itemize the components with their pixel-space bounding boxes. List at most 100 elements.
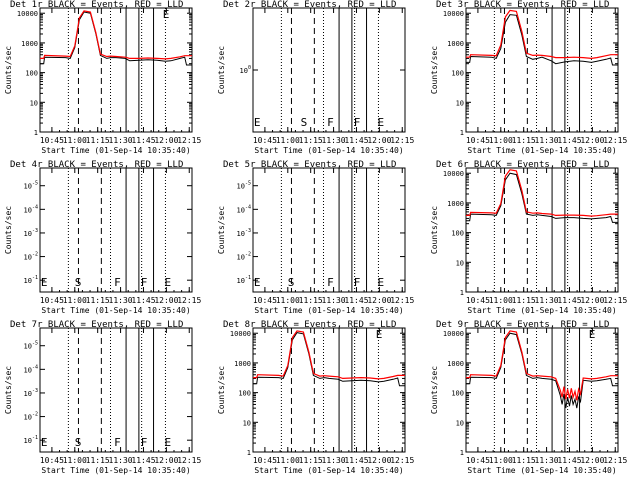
x-tick-label: 10:45 bbox=[40, 136, 64, 145]
x-tick-label: 11:15 bbox=[86, 136, 110, 145]
x-tick-label: 12:00 bbox=[154, 456, 178, 465]
axes-frame bbox=[252, 327, 406, 453]
y-tick-exponent: -2 bbox=[32, 412, 38, 418]
state-letter: F bbox=[114, 276, 121, 289]
state-letter: S bbox=[288, 276, 295, 289]
x-tick-label: 11:45 bbox=[557, 296, 581, 305]
x-tick-label: 12:15 bbox=[390, 136, 414, 145]
lld-series-line bbox=[466, 330, 618, 401]
x-tick-label: 12:15 bbox=[390, 456, 414, 465]
y-tick-label: 1 bbox=[460, 289, 464, 297]
y-tick-label: 10000 bbox=[443, 10, 464, 18]
detector-panel: Det 7r BLACK = Events, RED = LLD10:4511:… bbox=[4, 320, 201, 475]
panel-title: Det 8r BLACK = Events, RED = LLD bbox=[223, 320, 396, 330]
y-tick-label: 10-2 bbox=[24, 412, 38, 422]
x-tick-label: 10:45 bbox=[466, 136, 490, 145]
x-tick-label: 11:30 bbox=[109, 296, 133, 305]
x-tick-label: 12:00 bbox=[367, 456, 391, 465]
x-tick-label: 11:45 bbox=[557, 456, 581, 465]
x-tick-label: 10:45 bbox=[253, 456, 277, 465]
axes-frame bbox=[465, 327, 619, 453]
y-tick-exponent: -5 bbox=[32, 341, 38, 347]
axes-frame bbox=[39, 7, 193, 133]
x-tick-label: 12:00 bbox=[580, 296, 604, 305]
y-tick-label: 10-1 bbox=[24, 275, 38, 285]
x-tick-label: 12:15 bbox=[390, 296, 414, 305]
state-letter: E bbox=[378, 116, 385, 129]
y-tick-label: 10 bbox=[243, 419, 251, 427]
x-axis-label: Start Time (01-Sep-14 10:35:40) bbox=[41, 466, 190, 475]
x-tick-label: 11:00 bbox=[63, 456, 87, 465]
y-tick-label: 1000 bbox=[21, 40, 38, 48]
y-axis-label: Counts/sec bbox=[430, 206, 439, 254]
state-letter: E bbox=[254, 116, 261, 129]
y-tick-label: 1000 bbox=[234, 360, 251, 368]
y-tick-exponent: -2 bbox=[245, 252, 251, 258]
axes-frame bbox=[252, 7, 406, 133]
y-tick-label: 10 bbox=[30, 99, 38, 107]
panel-title: Det 6r BLACK = Events, RED = LLD bbox=[436, 160, 609, 170]
x-tick-label: 11:00 bbox=[63, 296, 87, 305]
y-tick-label: 100 bbox=[451, 230, 464, 238]
y-tick-label: 10 bbox=[456, 419, 464, 427]
x-tick-label: 12:15 bbox=[603, 296, 627, 305]
panel-title: Det 5r BLACK = Events, RED = LLD bbox=[223, 160, 396, 170]
y-tick-exponent: -1 bbox=[245, 275, 251, 281]
x-tick-label: 11:45 bbox=[131, 136, 155, 145]
x-tick-label: 12:00 bbox=[154, 136, 178, 145]
x-tick-label: 12:15 bbox=[603, 136, 627, 145]
panel-title: Det 4r BLACK = Events, RED = LLD bbox=[10, 160, 183, 170]
y-tick-label: 1000 bbox=[447, 360, 464, 368]
x-tick-label: 11:15 bbox=[299, 136, 323, 145]
x-tick-label: 11:15 bbox=[86, 296, 110, 305]
y-tick-exponent: -2 bbox=[32, 252, 38, 258]
x-tick-label: 11:30 bbox=[535, 456, 559, 465]
events-series-line bbox=[466, 332, 618, 409]
detector-panel: Det 6r BLACK = Events, RED = LLD10:4511:… bbox=[430, 160, 627, 315]
x-tick-label: 11:00 bbox=[276, 136, 300, 145]
axes-frame bbox=[39, 327, 193, 453]
detector-panel: Det 4r BLACK = Events, RED = LLD10:4511:… bbox=[4, 160, 201, 315]
panel-title: Det 9r BLACK = Events, RED = LLD bbox=[436, 320, 609, 330]
detector-panel: Det 2r BLACK = Events, RED = LLD10:4511:… bbox=[217, 0, 414, 155]
y-tick-label: 10-5 bbox=[24, 341, 38, 351]
y-tick-label: 100 bbox=[451, 390, 464, 398]
y-tick-exponent: -4 bbox=[32, 364, 38, 370]
x-tick-label: 11:15 bbox=[512, 296, 536, 305]
x-tick-label: 11:00 bbox=[489, 456, 513, 465]
axes-frame bbox=[465, 7, 619, 133]
x-tick-label: 10:45 bbox=[253, 296, 277, 305]
y-tick-label: 10-3 bbox=[24, 388, 38, 398]
x-axis-label: Start Time (01-Sep-14 10:35:40) bbox=[254, 306, 403, 315]
state-letter: E bbox=[589, 328, 596, 341]
x-tick-label: 11:00 bbox=[489, 136, 513, 145]
axes-frame bbox=[252, 167, 406, 293]
x-tick-label: 10:45 bbox=[253, 136, 277, 145]
y-axis-label: Counts/sec bbox=[430, 46, 439, 94]
x-axis-label: Start Time (01-Sep-14 10:35:40) bbox=[41, 146, 190, 155]
state-letter: F bbox=[327, 276, 334, 289]
y-tick-label: 10-3 bbox=[237, 228, 251, 238]
y-tick-label: 10-2 bbox=[237, 252, 251, 262]
x-tick-label: 11:15 bbox=[299, 456, 323, 465]
detector-panel: Det 9r BLACK = Events, RED = LLD10:4511:… bbox=[430, 320, 627, 475]
x-tick-label: 12:15 bbox=[177, 456, 201, 465]
y-tick-label: 1000 bbox=[447, 40, 464, 48]
x-tick-label: 11:30 bbox=[322, 136, 346, 145]
state-letter: E bbox=[378, 276, 385, 289]
y-axis-label: Counts/sec bbox=[217, 366, 226, 414]
y-tick-label: 10000 bbox=[443, 330, 464, 338]
x-tick-label: 12:00 bbox=[367, 136, 391, 145]
state-letter: S bbox=[301, 116, 308, 129]
x-tick-label: 11:00 bbox=[276, 456, 300, 465]
state-letter: S bbox=[75, 276, 82, 289]
axes-frame bbox=[39, 167, 193, 293]
y-tick-exponent: -4 bbox=[32, 204, 38, 210]
axes-frame bbox=[465, 167, 619, 293]
lld-series-line bbox=[466, 169, 618, 217]
y-tick-label: 100 bbox=[238, 390, 251, 398]
x-tick-label: 11:15 bbox=[512, 136, 536, 145]
state-letter: F bbox=[354, 276, 361, 289]
state-letter: E bbox=[41, 436, 48, 449]
detector-panel: Det 5r BLACK = Events, RED = LLD10:4511:… bbox=[217, 160, 414, 315]
